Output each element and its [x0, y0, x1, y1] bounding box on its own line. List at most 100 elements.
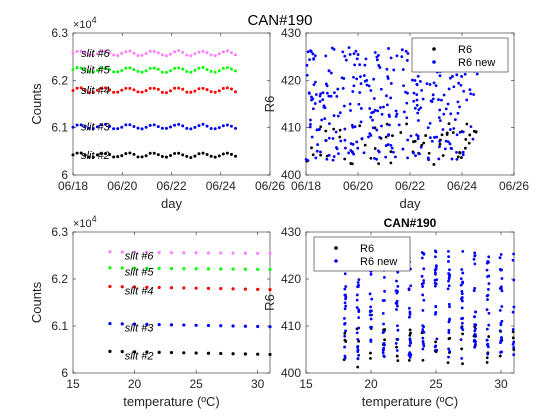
data-point	[206, 267, 211, 271]
data-point	[120, 266, 124, 270]
data-point	[132, 51, 136, 55]
data-point	[443, 147, 447, 151]
data-point	[512, 340, 516, 344]
data-point	[412, 151, 415, 155]
data-point	[343, 345, 346, 349]
data-point	[132, 350, 137, 354]
data-point	[157, 350, 161, 354]
data-point	[347, 46, 351, 50]
data-point	[395, 279, 398, 283]
data-point	[173, 66, 177, 70]
data-point	[181, 67, 185, 71]
data-point	[445, 131, 449, 135]
x-tick-label: 30	[494, 377, 508, 391]
data-point	[116, 127, 120, 131]
data-point	[408, 351, 412, 355]
data-point	[395, 302, 399, 306]
data-point	[201, 122, 205, 126]
data-point	[231, 324, 235, 328]
data-point	[485, 327, 489, 331]
data-point	[189, 156, 193, 160]
data-point	[405, 59, 409, 62]
data-point	[420, 256, 424, 260]
data-point	[343, 338, 347, 342]
data-point	[194, 286, 198, 290]
data-point	[434, 305, 438, 309]
series-label: slit #5	[125, 267, 155, 279]
data-point	[124, 86, 128, 90]
data-point	[104, 122, 108, 126]
data-point	[460, 321, 464, 325]
data-point	[362, 74, 366, 77]
data-point	[395, 354, 399, 358]
data-point	[193, 52, 197, 56]
data-point	[348, 102, 352, 106]
x-tick-label: 30	[251, 377, 265, 391]
y-tick-label: 410	[281, 121, 301, 135]
data-point	[512, 346, 516, 349]
data-point	[144, 51, 148, 55]
data-point	[389, 143, 393, 147]
data-point	[356, 281, 360, 284]
data-point	[108, 284, 112, 289]
series-label: slit #6	[125, 251, 155, 263]
data-point	[112, 70, 116, 74]
data-point	[511, 330, 515, 334]
data-point	[472, 315, 476, 319]
data-point	[156, 51, 160, 55]
data-point	[173, 151, 177, 155]
data-point	[152, 49, 156, 53]
data-point	[120, 51, 124, 55]
data-point	[434, 84, 438, 88]
data-point	[91, 53, 95, 57]
data-point	[234, 53, 238, 57]
data-point	[225, 66, 229, 70]
data-point	[460, 292, 464, 296]
data-point	[193, 89, 197, 93]
x-tick-label: 06/26	[255, 179, 285, 193]
data-point	[71, 153, 75, 157]
legend-entry: R6 new	[458, 57, 495, 69]
data-point	[371, 118, 375, 122]
data-point	[173, 86, 177, 90]
data-point	[422, 141, 426, 145]
data-point	[194, 351, 198, 355]
data-point	[472, 257, 476, 261]
data-point	[359, 120, 363, 124]
data-point	[124, 152, 128, 156]
data-point	[368, 132, 372, 136]
data-point	[169, 323, 174, 327]
data-point	[378, 66, 382, 69]
data-point	[197, 152, 201, 156]
data-point	[464, 137, 468, 141]
data-point	[357, 283, 360, 287]
data-point	[446, 361, 450, 365]
data-point	[418, 80, 422, 83]
data-point	[384, 135, 388, 139]
data-point	[512, 278, 516, 282]
y-tick-label: 420	[281, 73, 301, 87]
data-point	[219, 287, 223, 291]
data-point	[164, 155, 168, 159]
data-point	[193, 68, 197, 72]
data-point	[112, 155, 116, 159]
data-point	[499, 322, 503, 325]
data-point	[437, 98, 440, 101]
data-point	[189, 90, 193, 94]
data-point	[311, 107, 315, 111]
data-point	[448, 350, 452, 353]
data-point	[375, 128, 379, 132]
data-point	[369, 115, 373, 119]
data-point	[421, 324, 425, 328]
data-point	[305, 73, 309, 77]
data-point	[441, 128, 445, 131]
data-point	[164, 126, 168, 130]
data-point	[327, 153, 331, 157]
data-point	[383, 289, 386, 293]
data-point	[169, 250, 174, 255]
data-point	[487, 274, 491, 278]
data-point	[332, 155, 336, 158]
data-point	[435, 337, 439, 341]
data-point	[320, 118, 324, 122]
data-point	[181, 124, 185, 128]
